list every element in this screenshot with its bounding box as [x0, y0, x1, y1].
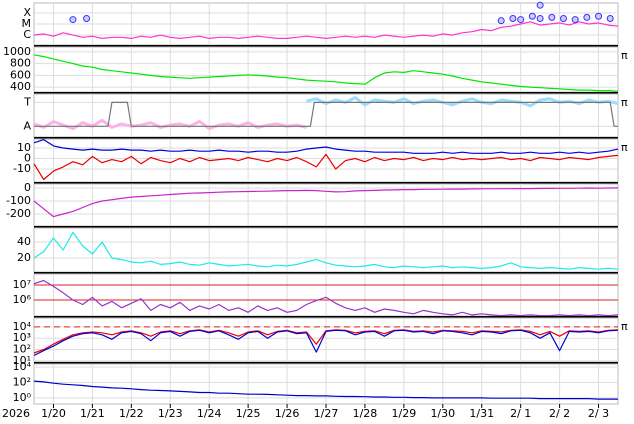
y-tick-label: 10³ [13, 331, 31, 344]
series-line [33, 279, 619, 317]
flare-marker [606, 14, 614, 22]
flare-marker [571, 16, 579, 24]
x-tick-label: 1/29 [392, 407, 417, 420]
y-tick-label: 10⁶ [13, 293, 32, 306]
x-tick-label: 1/20 [41, 407, 66, 420]
x-tick-label: 1/22 [119, 407, 144, 420]
y-tick-label: 10¹ [13, 354, 31, 367]
y-tick-label: 0 [24, 152, 31, 165]
x-tick-label: 1/25 [236, 407, 261, 420]
y-tick-label: 40 [17, 235, 31, 248]
y-tick-label: T [23, 95, 31, 108]
series-line [306, 96, 619, 108]
flare-marker [509, 14, 517, 22]
x-tick-label: 1/24 [197, 407, 222, 420]
x-tick-label: 1/31 [469, 407, 494, 420]
x-tick-label: 1/26 [275, 407, 300, 420]
flare-marker [536, 14, 544, 22]
y-tick-label: 10² [13, 375, 31, 388]
y-tick-label: 10 [17, 141, 31, 154]
flare-marker [528, 12, 536, 20]
side-label: π [621, 96, 628, 109]
flare-marker [517, 16, 525, 24]
series-line [33, 139, 619, 154]
flare-marker [559, 14, 567, 22]
y-tick-label: M [22, 17, 32, 30]
series-line [33, 21, 619, 39]
y-tick-label: 10⁴ [13, 320, 32, 333]
x-tick-label: 2/ 3 [588, 407, 609, 420]
series-line [33, 153, 619, 181]
series-line [33, 231, 619, 270]
series-line [33, 54, 619, 92]
series-line [33, 380, 618, 400]
flare-marker [595, 12, 603, 20]
y-tick-label: 600 [10, 68, 31, 81]
y-tick-label: 0 [24, 181, 31, 194]
x-tick-label: 1/21 [80, 407, 105, 420]
x-tick-label: 1/23 [158, 407, 183, 420]
series-line [33, 329, 619, 357]
series-line [33, 187, 619, 218]
flare-marker [548, 13, 556, 21]
flare-marker [83, 14, 91, 22]
x-tick-label: 2/ 2 [549, 407, 570, 420]
y-tick-label: 20 [17, 251, 31, 264]
flare-marker [536, 1, 544, 9]
y-tick-label: 400 [10, 80, 31, 93]
x-tick-label: 1/27 [314, 407, 339, 420]
side-label: π [621, 320, 628, 333]
side-label: π [621, 141, 628, 154]
flare-marker [497, 17, 505, 25]
y-tick-label: 800 [10, 57, 31, 70]
flare-marker [69, 16, 77, 24]
side-label: π [621, 49, 628, 62]
x-tick-label: 1/28 [353, 407, 378, 420]
x-tick-label: 1/30 [430, 407, 455, 420]
y-tick-label: A [23, 119, 31, 132]
y-tick-label: -100 [6, 194, 31, 207]
y-tick-label: C [23, 28, 31, 41]
y-tick-label: 10⁷ [13, 278, 31, 291]
series-line [34, 101, 618, 127]
year-label: 2026 [2, 407, 30, 420]
y-tick-label: -10 [13, 162, 31, 175]
x-tick-label: 2/ 1 [510, 407, 531, 420]
y-tick-label: 10² [13, 343, 31, 356]
flare-marker [583, 13, 591, 21]
y-tick-label: 1000 [3, 45, 31, 58]
y-tick-label: -200 [6, 207, 31, 220]
y-tick-label: X [23, 6, 31, 19]
y-tick-label: 10⁰ [13, 391, 32, 404]
y-tick-label: 10⁴ [13, 360, 32, 373]
